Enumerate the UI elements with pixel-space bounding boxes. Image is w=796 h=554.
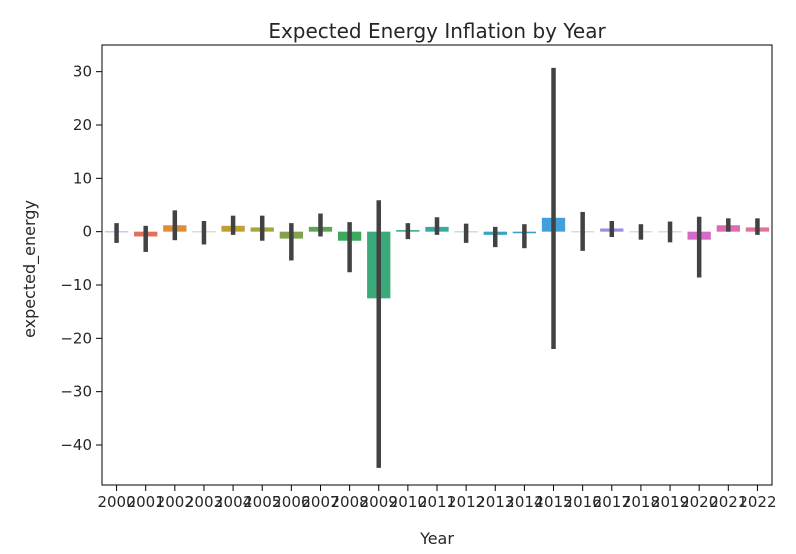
x-tick-label: 2019 <box>651 493 689 511</box>
x-tick-label: 2018 <box>622 493 660 511</box>
x-tick-label: 2006 <box>272 493 310 511</box>
x-tick-label: 2001 <box>127 493 165 511</box>
x-tick-label: 2000 <box>97 493 135 511</box>
y-tick-label: −10 <box>60 276 92 294</box>
x-tick-label: 2004 <box>214 493 252 511</box>
x-tick-label: 2014 <box>505 493 543 511</box>
x-axis-label: Year <box>419 529 454 548</box>
y-tick-label: −40 <box>60 436 92 454</box>
x-tick-label: 2007 <box>301 493 339 511</box>
x-tick-label: 2015 <box>534 493 572 511</box>
x-tick-label: 2005 <box>243 493 281 511</box>
x-tick-label: 2012 <box>447 493 485 511</box>
y-tick-label: −30 <box>60 383 92 401</box>
plot-frame <box>101 44 773 486</box>
x-tick-label: 2020 <box>680 493 718 511</box>
x-tick-label: 2011 <box>418 493 456 511</box>
x-tick-label: 2002 <box>156 493 194 511</box>
y-tick-label: 10 <box>73 169 92 187</box>
x-tick-label: 2013 <box>476 493 514 511</box>
x-tick-label: 2003 <box>185 493 223 511</box>
y-tick-label: 30 <box>73 63 92 81</box>
y-tick-label: −20 <box>60 329 92 347</box>
x-tick-label: 2016 <box>564 493 602 511</box>
x-tick-label: 2022 <box>738 493 776 511</box>
y-tick-label: 0 <box>82 223 92 241</box>
y-axis-label: expected_energy <box>20 200 40 338</box>
y-tick-label: 20 <box>73 116 92 134</box>
x-tick-label: 2017 <box>593 493 631 511</box>
chart-title: Expected Energy Inflation by Year <box>268 19 606 43</box>
x-tick-label: 2021 <box>709 493 747 511</box>
x-tick-label: 2008 <box>331 493 369 511</box>
x-tick-label: 2009 <box>360 493 398 511</box>
x-tick-label: 2010 <box>389 493 427 511</box>
